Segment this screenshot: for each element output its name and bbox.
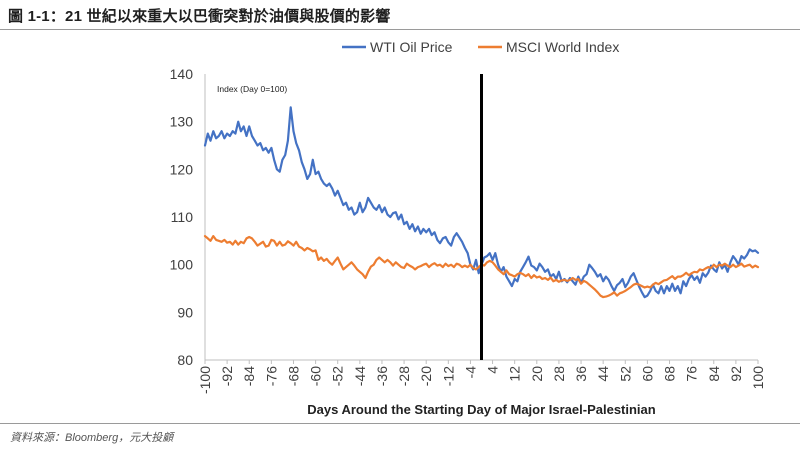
x-tick-label: 36 — [573, 366, 589, 382]
x-tick-label: 28 — [551, 366, 567, 382]
y-tick-label: 140 — [170, 66, 194, 82]
index-note: Index (Day 0=100) — [217, 84, 287, 94]
y-tick-label: 90 — [177, 304, 193, 320]
x-tick-label: 76 — [684, 366, 700, 382]
x-tick-label: 68 — [662, 366, 678, 382]
legend-label-msci-world-index: MSCI World Index — [506, 39, 619, 55]
x-tick-label: 60 — [639, 366, 655, 382]
x-tick-label: -68 — [285, 366, 301, 386]
x-tick-label: -60 — [308, 366, 324, 386]
x-tick-label: -4 — [462, 366, 478, 379]
x-tick-label: -100 — [197, 366, 213, 394]
x-tick-label: 84 — [706, 366, 722, 382]
x-tick-label: 52 — [617, 366, 633, 382]
y-tick-label: 110 — [171, 209, 194, 225]
title-divider — [0, 29, 800, 30]
x-tick-label: 12 — [507, 366, 523, 382]
x-tick-label: -12 — [440, 366, 456, 386]
x-tick-label: -36 — [374, 366, 390, 386]
x-tick-label: -28 — [396, 366, 412, 386]
x-tick-label: -76 — [263, 366, 279, 386]
x-tick-label: 92 — [728, 366, 744, 382]
x-tick-label: 100 — [750, 366, 766, 390]
x-axis-title: Days Around the Starting Day of Major Is… — [307, 402, 655, 417]
x-tick-label: -52 — [330, 366, 346, 386]
figure-title: 圖 1-1：21 世紀以來重大以巴衝突對於油價與股價的影響 — [8, 8, 391, 25]
line-chart: WTI Oil Price MSCI World Index 80 90 100 110… — [170, 39, 766, 417]
y-tick-label: 100 — [170, 257, 194, 273]
x-axis-ticks: -100 -92 -84 -76 -68 -60 -52 -44 -36 -28 -20 -12 -4 4… — [197, 360, 766, 394]
y-tick-label: 80 — [177, 352, 193, 368]
x-tick-label: 20 — [529, 366, 545, 382]
legend-label-wti-oil-price: WTI Oil Price — [370, 39, 453, 55]
source-note: 資料來源：Bloomberg，元大投顧 — [10, 432, 174, 444]
chart-legend: WTI Oil Price MSCI World Index — [342, 39, 619, 55]
y-tick-label: 120 — [170, 161, 194, 177]
source-divider — [0, 423, 800, 424]
x-tick-label: -20 — [418, 366, 434, 386]
y-tick-label: 130 — [170, 114, 194, 130]
x-tick-label: -84 — [241, 366, 257, 386]
x-tick-label: 4 — [485, 366, 501, 374]
x-tick-label: -92 — [219, 366, 235, 386]
x-tick-label: -44 — [352, 366, 368, 386]
y-axis-ticks: 80 90 100 110 120 130 140 — [170, 66, 194, 368]
x-tick-label: 44 — [595, 366, 611, 382]
